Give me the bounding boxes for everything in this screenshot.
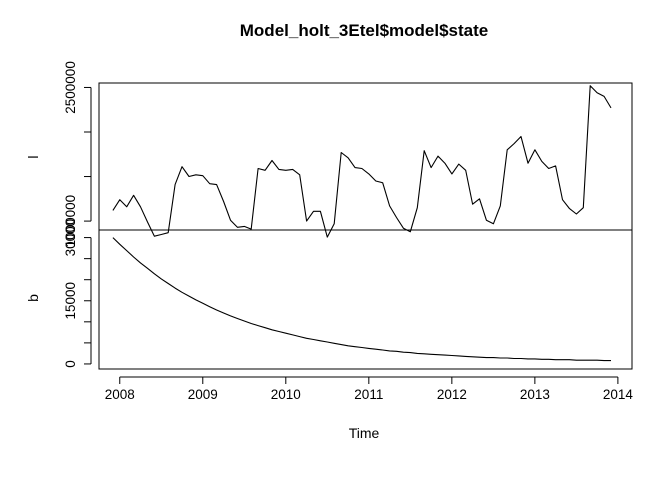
panel-b-plot-area — [112, 237, 611, 362]
panel-b-y-tick-label: 15000 — [63, 282, 78, 320]
panel-l-plot-area — [112, 85, 612, 238]
panel-b: 0 15000 30000 b — [25, 219, 633, 370]
x-axis-label: Time — [349, 425, 380, 441]
panel-b-y-axis-label: b — [25, 294, 41, 302]
panel-b-y-tick-label: 0 — [63, 360, 78, 368]
x-tick-label: 2013 — [520, 387, 550, 402]
chart-title: Model_holt_3Etel$model$state — [240, 21, 488, 40]
x-tick-label: 2009 — [188, 387, 218, 402]
panel-b-y-axis: 0 15000 30000 — [63, 219, 92, 368]
panel-b-y-tick-label: 30000 — [63, 219, 78, 257]
panel-l-y-tick-label: 2500000 — [63, 61, 78, 114]
panel-l: 1000000 2500000 l — [25, 61, 633, 248]
x-tick-label: 2014 — [603, 387, 634, 402]
panel-l-y-axis: 1000000 2500000 — [63, 61, 92, 248]
x-tick-label: 2010 — [271, 387, 301, 402]
panel-l-frame — [98, 82, 633, 231]
panel-l-y-tick-label: 1000000 — [63, 195, 78, 248]
panel-l-series-line — [112, 85, 612, 238]
x-tick-label: 2008 — [105, 387, 135, 402]
x-tick-label: 2012 — [437, 387, 467, 402]
x-tick-label: 2011 — [354, 387, 383, 402]
panel-b-frame — [98, 229, 633, 370]
x-axis: 2008 2009 2010 2011 2012 2013 2014 — [105, 376, 634, 402]
panel-l-y-axis-label: l — [25, 155, 41, 158]
panel-b-series-line — [112, 237, 611, 362]
